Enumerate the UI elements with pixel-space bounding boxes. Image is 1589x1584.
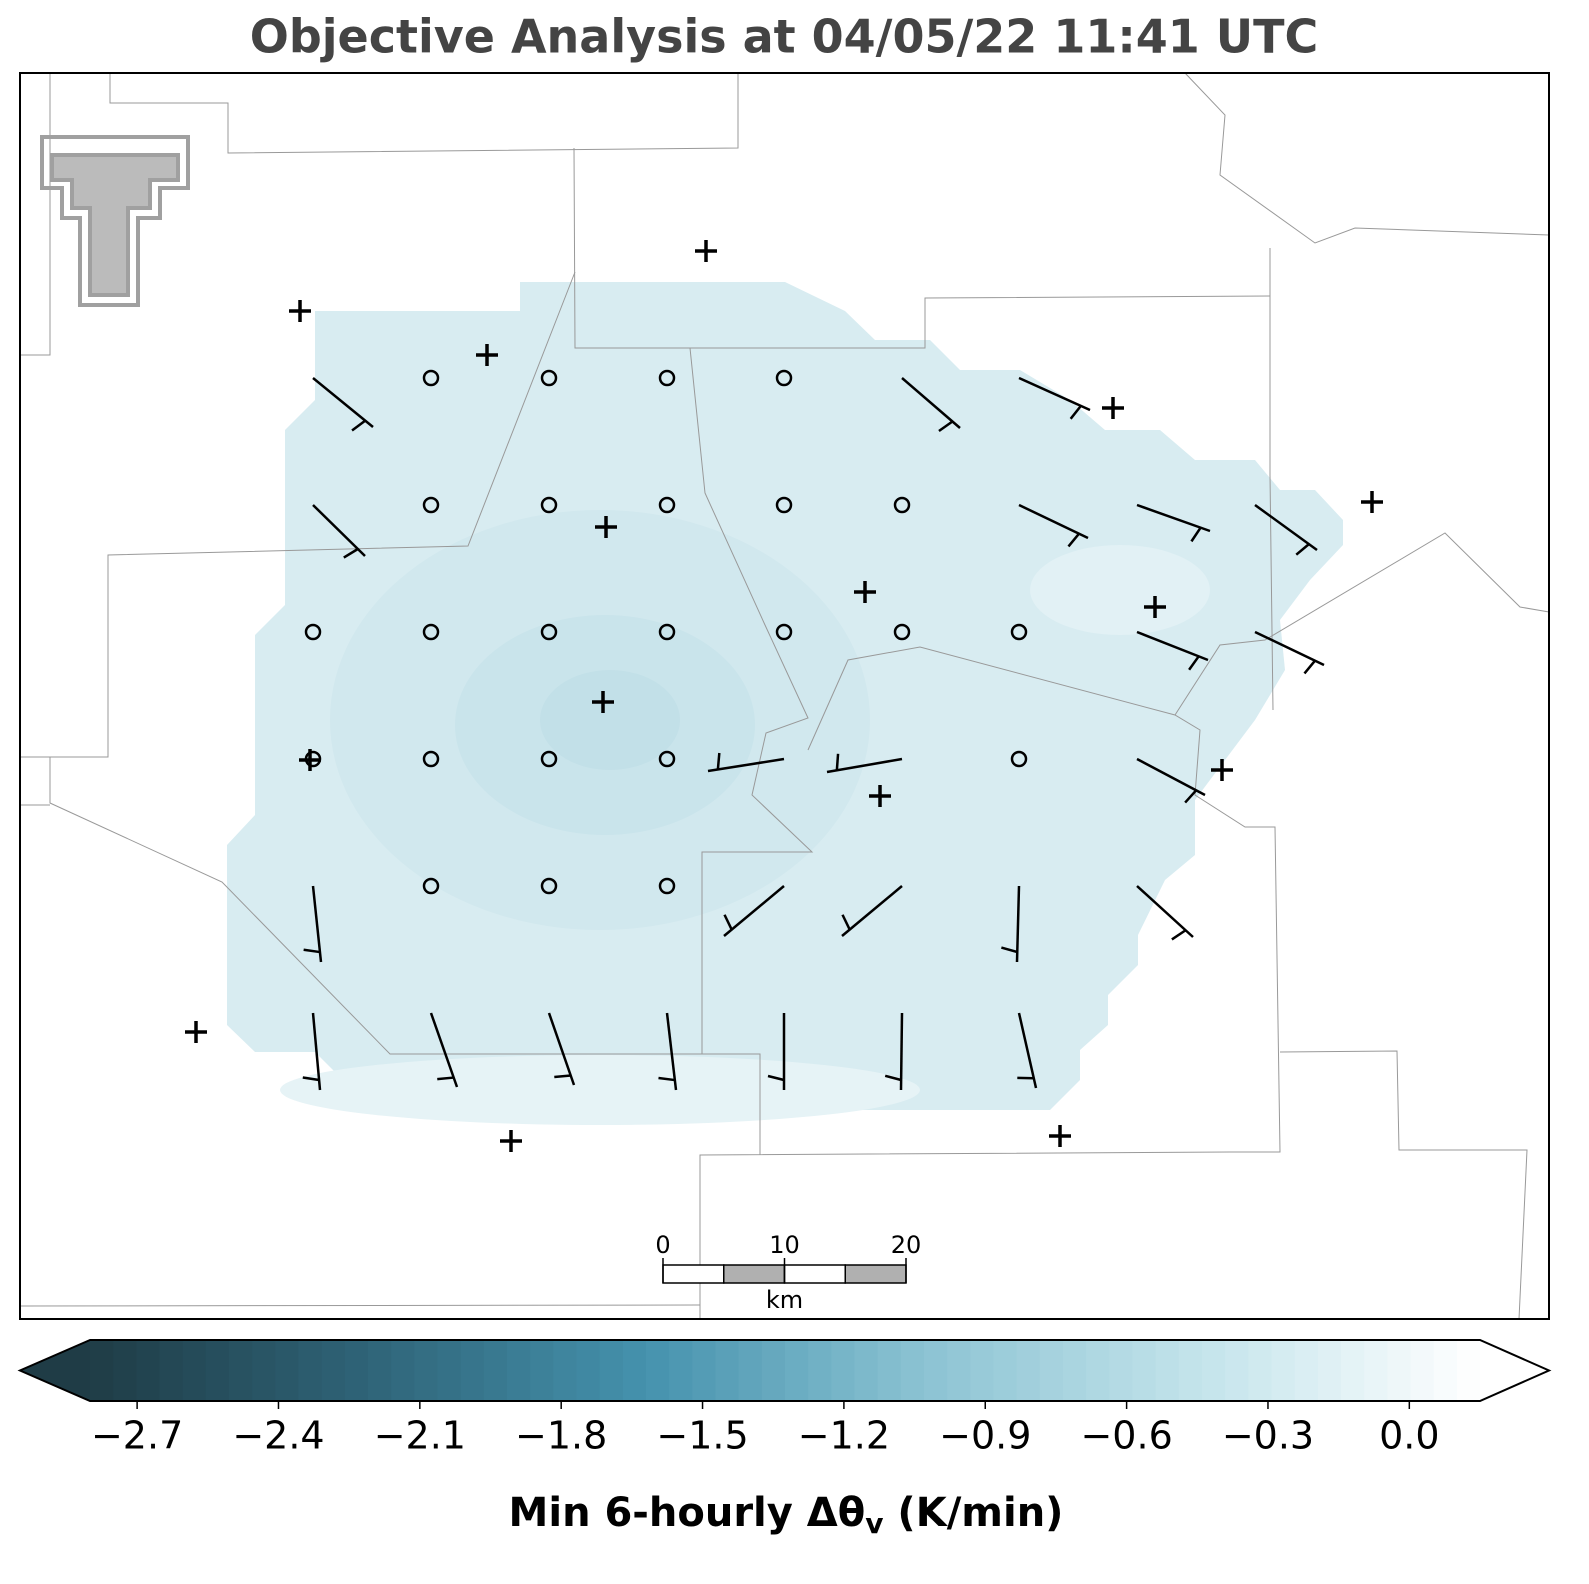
- colorbar-band: [1063, 1340, 1087, 1401]
- field-contour: [540, 670, 680, 770]
- scale-tick-label: 20: [891, 1231, 922, 1259]
- colorbar-band: [229, 1340, 253, 1401]
- colorbar-band: [1179, 1340, 1203, 1401]
- field-contour: [1030, 545, 1210, 635]
- colorbar-band: [1457, 1340, 1481, 1401]
- wind-barb-flag: [837, 754, 838, 770]
- colorbar-label: Min 6-hourly Δθv (K/min): [509, 1490, 1064, 1540]
- colorbar-tick-label: −0.9: [939, 1414, 1031, 1458]
- scale-segment: [724, 1265, 785, 1283]
- colorbar-band: [692, 1340, 716, 1401]
- colorbar-band: [878, 1340, 902, 1401]
- colorbar-band: [855, 1340, 879, 1401]
- colorbar-tick-label: −0.6: [1080, 1414, 1172, 1458]
- colorbar-band: [530, 1340, 554, 1401]
- map: 0 10 20 km: [20, 73, 1549, 1319]
- scale-segment: [845, 1265, 906, 1283]
- colorbar-band: [1411, 1340, 1435, 1401]
- scale-segment: [785, 1265, 846, 1283]
- colorbar-tick-label: −2.7: [91, 1414, 183, 1458]
- colorbar-band: [484, 1340, 508, 1401]
- field-contour: [280, 1055, 920, 1125]
- colorbar-band: [970, 1340, 994, 1401]
- colorbar-band: [1133, 1340, 1157, 1401]
- colorbar-band: [646, 1340, 670, 1401]
- colorbar-tick-label: −1.2: [798, 1414, 890, 1458]
- colorbar-label-sub: v: [865, 1507, 883, 1540]
- colorbar-band: [90, 1340, 114, 1401]
- colorbar-tick-label: −2.4: [232, 1414, 324, 1458]
- colorbar-extend-low: [20, 1340, 90, 1401]
- colorbar-band: [136, 1340, 160, 1401]
- colorbar-band: [831, 1340, 855, 1401]
- colorbar-band: [1248, 1340, 1272, 1401]
- colorbar-tick-label: −0.3: [1222, 1414, 1314, 1458]
- colorbar-band: [785, 1340, 809, 1401]
- colorbar-band: [1017, 1340, 1041, 1401]
- colorbar-band: [391, 1340, 415, 1401]
- colorbar-band: [252, 1340, 276, 1401]
- wind-barb: [901, 1013, 902, 1090]
- scale-segment: [663, 1265, 724, 1283]
- colorbar-label-tail: (K/min): [883, 1490, 1063, 1536]
- wind-barb-flag: [718, 753, 719, 769]
- scale-unit: km: [766, 1286, 803, 1314]
- colorbar-extend-high: [1480, 1340, 1549, 1401]
- colorbar-label-main: Min 6-hourly Δθ: [509, 1490, 866, 1536]
- colorbar-tick-label: −2.1: [374, 1414, 466, 1458]
- colorbar-band: [1434, 1340, 1458, 1401]
- colorbar-band: [322, 1340, 346, 1401]
- colorbar-band: [669, 1340, 693, 1401]
- colorbar-band: [160, 1340, 184, 1401]
- colorbar-band: [994, 1340, 1018, 1401]
- colorbar-band: [1341, 1340, 1365, 1401]
- colorbar-band: [275, 1340, 299, 1401]
- colorbar-band: [345, 1340, 369, 1401]
- scale-tick-label: 10: [769, 1231, 800, 1259]
- colorbar-band: [1202, 1340, 1226, 1401]
- scale-tick-label: 0: [655, 1231, 670, 1259]
- colorbar-band: [438, 1340, 462, 1401]
- colorbar-tick-label: −1.8: [515, 1414, 607, 1458]
- colorbar-band: [368, 1340, 392, 1401]
- colorbar-band: [1364, 1340, 1388, 1401]
- colorbar-tick-label: 0.0: [1379, 1414, 1439, 1458]
- colorbar-band: [183, 1340, 207, 1401]
- colorbar-band: [808, 1340, 832, 1401]
- colorbar-band: [507, 1340, 531, 1401]
- colorbar-band: [206, 1340, 230, 1401]
- colorbar-band: [1086, 1340, 1110, 1401]
- colorbar-band: [1109, 1340, 1133, 1401]
- colorbar-band: [901, 1340, 925, 1401]
- colorbar-band: [1156, 1340, 1180, 1401]
- colorbar-band: [739, 1340, 763, 1401]
- wind-barb-flag: [554, 1076, 570, 1077]
- colorbar-band: [553, 1340, 577, 1401]
- colorbar-band: [1387, 1340, 1411, 1401]
- colorbar: −2.7 −2.4 −2.1 −1.8 −1.5 −1.2 −0.9 −0.6 −0.3 0.0: [20, 1340, 1549, 1458]
- colorbar-band: [924, 1340, 948, 1401]
- colorbar-band: [1225, 1340, 1249, 1401]
- colorbar-band: [947, 1340, 971, 1401]
- colorbar-band: [762, 1340, 786, 1401]
- colorbar-band: [414, 1340, 438, 1401]
- colorbar-band: [600, 1340, 624, 1401]
- colorbar-band: [113, 1340, 137, 1401]
- wind-barb-flag: [437, 1078, 453, 1080]
- colorbar-band: [1295, 1340, 1319, 1401]
- colorbar-band: [299, 1340, 323, 1401]
- colorbar-band: [1040, 1340, 1064, 1401]
- colorbar-band: [716, 1340, 740, 1401]
- colorbar-band: [1318, 1340, 1342, 1401]
- colorbar-band: [577, 1340, 601, 1401]
- colorbar-band: [461, 1340, 485, 1401]
- colorbar-tick-label: −1.5: [656, 1414, 748, 1458]
- colorbar-band: [1272, 1340, 1296, 1401]
- colorbar-band: [623, 1340, 647, 1401]
- title: Objective Analysis at 04/05/22 11:41 UTC: [250, 10, 1319, 64]
